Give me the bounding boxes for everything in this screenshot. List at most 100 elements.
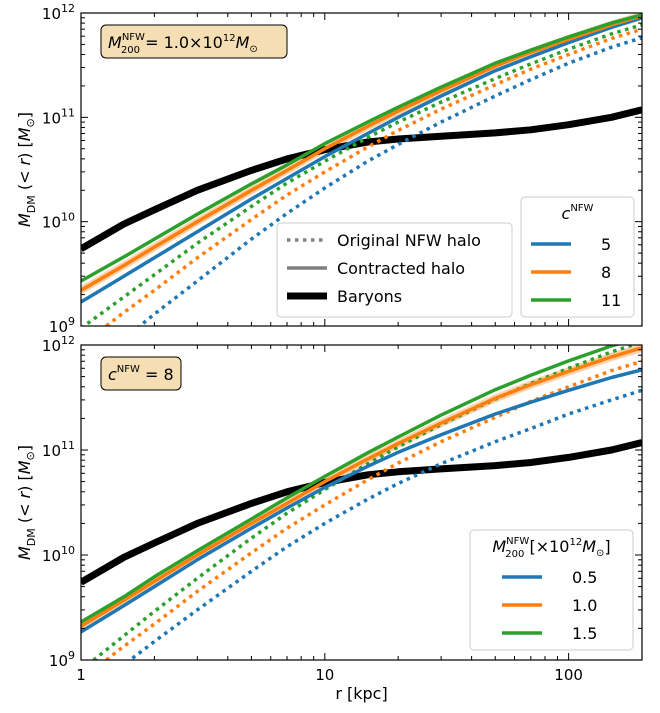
series-original-11 [81, 23, 642, 326]
plot-area [81, 13, 642, 326]
text-part: (< [15, 165, 34, 195]
text-part: 12 [61, 334, 75, 347]
y-tick-label: 1011 [42, 106, 75, 127]
annotation-text: MNFW 200 = 1.0×1012M⊙ [108, 32, 258, 56]
series-contracted-5 [81, 16, 642, 304]
series-legend-label: 5 [601, 235, 611, 254]
x-tick-label: 1 [76, 666, 86, 684]
text-part: NFW [506, 536, 529, 547]
text-part: M [15, 213, 34, 227]
text-part: 9 [68, 315, 75, 328]
text-part: ⊙ [24, 118, 37, 127]
text-part: c [562, 204, 571, 223]
text-part: 10 [42, 109, 61, 127]
axes-frame [80, 12, 643, 327]
text-part: 12 [223, 33, 236, 44]
text-part: r [15, 490, 34, 498]
text-part: M [15, 546, 34, 560]
style-legend-label: Baryons [337, 287, 402, 306]
text-part: c [108, 365, 117, 384]
annotation-text: cNFW = 8 [108, 364, 174, 384]
text-part: ] [15, 445, 34, 451]
text-part: 200 [121, 45, 140, 56]
text-part: DM [25, 195, 38, 213]
text-part: 11 [61, 439, 75, 452]
style-legend-label: Original NFW halo [337, 231, 481, 250]
text-part: 10 [49, 318, 68, 336]
text-part: NFW [570, 203, 593, 214]
series-original-5 [137, 36, 642, 326]
series-legend-label: 1.0 [572, 596, 597, 615]
series-original-1.5 [90, 345, 639, 660]
text-part: = 1.0×10 [140, 33, 223, 52]
text-part: 9 [68, 649, 75, 662]
y-tick-label: 1011 [42, 439, 75, 460]
text-part: r [15, 157, 34, 165]
x-tick-label: 100 [554, 666, 583, 684]
series-legend-box [469, 529, 634, 651]
text-part: M [15, 460, 34, 474]
text-part: ] [15, 112, 34, 118]
text-part: DM [25, 528, 38, 546]
text-part: 12 [61, 2, 75, 15]
text-part: 10 [42, 442, 61, 460]
y-axis-label: MDM (< r) [M⊙] [15, 112, 38, 227]
series-contracted-11 [81, 13, 642, 283]
series-legend-title: MNFW 200 [×1012M⊙] [492, 536, 610, 560]
style-legend-box [276, 222, 513, 318]
annotation-box [100, 24, 288, 59]
text-part: 11 [61, 106, 75, 119]
series-legend-label: 1.5 [572, 624, 597, 643]
text-part: 10 [61, 211, 75, 224]
text-part: M [236, 33, 250, 52]
text-part: M [108, 33, 122, 52]
text-part: M [15, 127, 34, 141]
text-part: M [492, 537, 506, 556]
y-tick-label: 109 [49, 649, 75, 670]
text-part: ) [ [15, 474, 34, 492]
style-legend-label: Contracted halo [337, 259, 465, 278]
text-part: 12 [569, 537, 582, 548]
text-part: 10 [42, 5, 61, 23]
text-part: M [582, 537, 596, 556]
series-legend-label: 11 [601, 291, 621, 310]
y-tick-label: 109 [49, 315, 75, 336]
text-part: ⊙ [596, 548, 604, 559]
text-part: ) [ [15, 141, 34, 159]
text-part: ⊙ [249, 44, 257, 55]
y-tick-label: 1010 [42, 211, 75, 232]
series-original-0.5 [127, 388, 642, 660]
y-tick-label: 1010 [42, 544, 75, 565]
text-part: NFW [117, 364, 140, 375]
series-contracted-0.5 [81, 368, 642, 634]
series-legend-label: 8 [601, 263, 611, 282]
text-part: (< [15, 498, 34, 528]
series-legend-box [520, 196, 635, 318]
text-part: ] [604, 537, 610, 556]
plot-area [81, 345, 642, 660]
text-part: 10 [42, 547, 61, 565]
text-part: 10 [61, 544, 75, 557]
series-contracted-1.5 [81, 345, 621, 624]
text-part: NFW [122, 32, 145, 43]
text-part: 10 [49, 652, 68, 670]
text-part: 10 [42, 214, 61, 232]
annotation-box [100, 356, 182, 391]
x-tick-label: 10 [315, 666, 334, 684]
baryons-line [81, 106, 642, 252]
baryons-line [81, 439, 642, 586]
y-axis-label: MDM (< r) [M⊙] [15, 445, 38, 560]
text-part: [×10 [524, 537, 569, 556]
x-axis-label: r [kpc] [335, 684, 387, 703]
series-legend-title: cNFW [562, 203, 594, 223]
text-part: 10 [42, 337, 61, 355]
y-tick-label: 1012 [42, 2, 75, 23]
axes-frame [80, 344, 643, 661]
series-contracted-8 [81, 14, 642, 292]
series-legend-label: 0.5 [572, 568, 597, 587]
text-part: = 8 [140, 365, 174, 384]
text-part: 200 [505, 549, 524, 560]
